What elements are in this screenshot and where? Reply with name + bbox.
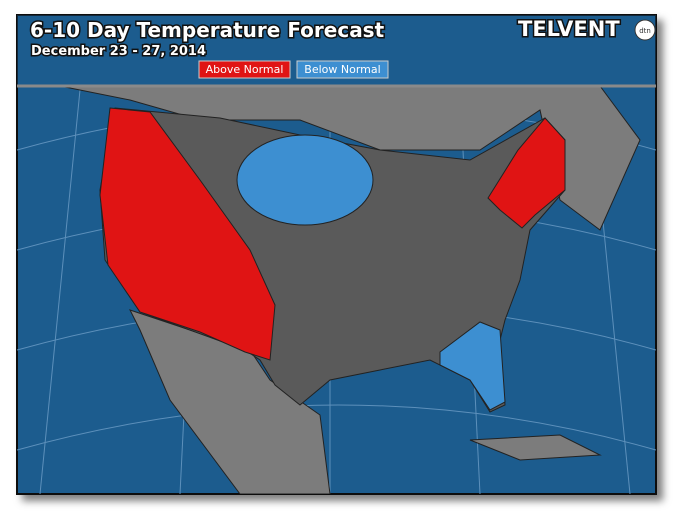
map-body (17, 15, 656, 494)
subtitle: December 23 - 27, 2014 (31, 44, 206, 59)
above-normal-northeast (487, 117, 566, 229)
logo-badge-text: dtn (639, 27, 651, 35)
above-normal-west (99, 107, 276, 361)
logo: TELVENT (518, 17, 620, 41)
below-normal-southeast (439, 321, 506, 411)
legend-label: Above Normal (206, 63, 284, 76)
mexico (129, 309, 331, 494)
cuba (469, 434, 602, 461)
legend-swatch (296, 60, 389, 79)
below-normal-north (236, 134, 374, 226)
logo-badge (634, 19, 656, 41)
legend-label: Below Normal (304, 63, 380, 76)
title: 6-10 Day Temperature Forecast (30, 18, 385, 42)
legend-swatch (198, 60, 291, 79)
